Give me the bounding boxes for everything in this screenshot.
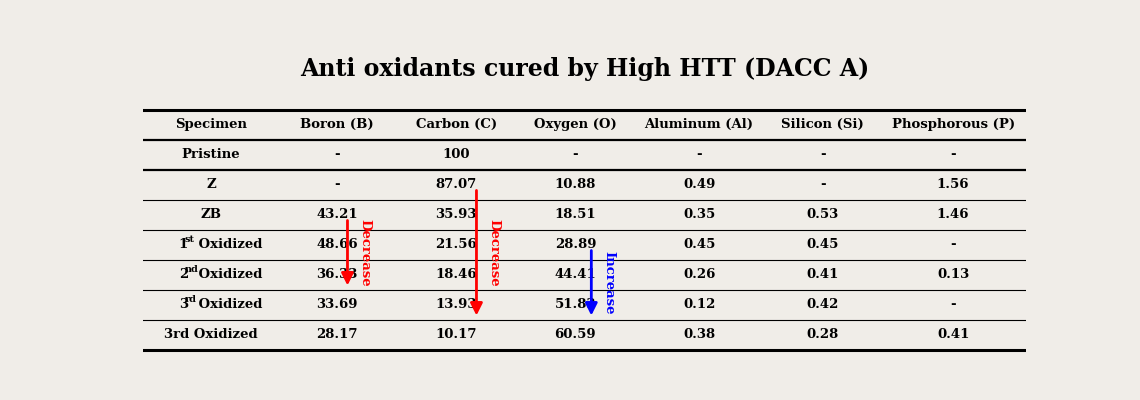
Text: 43.21: 43.21 <box>316 208 358 221</box>
Text: -: - <box>951 298 956 311</box>
Text: 1.56: 1.56 <box>937 178 969 191</box>
Text: 51.83: 51.83 <box>555 298 596 311</box>
Text: Decrease: Decrease <box>487 219 500 287</box>
Text: Specimen: Specimen <box>174 118 247 131</box>
Text: Oxidized: Oxidized <box>194 238 262 251</box>
Text: Phosphorous (P): Phosphorous (P) <box>891 118 1015 131</box>
Text: Silicon (Si): Silicon (Si) <box>781 118 864 131</box>
Text: 0.35: 0.35 <box>683 208 715 221</box>
Text: 0.49: 0.49 <box>683 178 715 191</box>
Text: -: - <box>572 148 578 161</box>
Text: 0.26: 0.26 <box>683 268 715 281</box>
Text: -: - <box>697 148 702 161</box>
Text: Oxidized: Oxidized <box>194 268 262 281</box>
Text: 28.89: 28.89 <box>555 238 596 251</box>
Text: 44.41: 44.41 <box>554 268 596 281</box>
Text: 1.46: 1.46 <box>937 208 969 221</box>
Text: 2: 2 <box>179 268 188 281</box>
Text: Z: Z <box>206 178 215 191</box>
Text: 33.69: 33.69 <box>316 298 358 311</box>
Text: 0.45: 0.45 <box>807 238 839 251</box>
Text: Increase: Increase <box>602 251 614 315</box>
Text: 10.17: 10.17 <box>435 328 477 341</box>
Text: 87.07: 87.07 <box>435 178 477 191</box>
Text: 10.88: 10.88 <box>555 178 596 191</box>
Text: 28.17: 28.17 <box>316 328 358 341</box>
Text: 36.33: 36.33 <box>316 268 358 281</box>
Text: 0.28: 0.28 <box>807 328 839 341</box>
Text: 0.42: 0.42 <box>807 298 839 311</box>
Text: 0.38: 0.38 <box>683 328 715 341</box>
Text: 0.41: 0.41 <box>807 268 839 281</box>
Text: -: - <box>820 148 825 161</box>
Text: Oxygen (O): Oxygen (O) <box>534 118 617 131</box>
Text: Boron (B): Boron (B) <box>300 118 374 131</box>
Text: 0.53: 0.53 <box>807 208 839 221</box>
Text: 21.56: 21.56 <box>435 238 477 251</box>
Text: -: - <box>820 178 825 191</box>
Text: 48.66: 48.66 <box>316 238 358 251</box>
Text: 0.13: 0.13 <box>937 268 969 281</box>
Text: 35.93: 35.93 <box>435 208 477 221</box>
Text: 0.41: 0.41 <box>937 328 969 341</box>
Text: Aluminum (Al): Aluminum (Al) <box>644 118 754 131</box>
Text: 13.93: 13.93 <box>435 298 477 311</box>
Text: Oxidized: Oxidized <box>194 298 262 311</box>
Text: Pristine: Pristine <box>181 148 241 161</box>
Text: 3: 3 <box>179 298 188 311</box>
Text: 18.46: 18.46 <box>435 268 477 281</box>
Text: -: - <box>334 178 340 191</box>
Text: Anti oxidants cured by High HTT (DACC A): Anti oxidants cured by High HTT (DACC A) <box>300 57 869 81</box>
Text: 0.45: 0.45 <box>683 238 715 251</box>
Text: nd: nd <box>185 265 200 274</box>
Text: 60.59: 60.59 <box>554 328 596 341</box>
Text: -: - <box>951 238 956 251</box>
Text: rd: rd <box>185 295 197 304</box>
Text: -: - <box>951 148 956 161</box>
Text: Decrease: Decrease <box>358 219 372 287</box>
Text: 18.51: 18.51 <box>554 208 596 221</box>
Text: 3rd Oxidized: 3rd Oxidized <box>164 328 258 341</box>
Text: ZB: ZB <box>201 208 221 221</box>
Text: Carbon (C): Carbon (C) <box>416 118 497 131</box>
Text: 0.12: 0.12 <box>683 298 715 311</box>
Text: 1: 1 <box>179 238 188 251</box>
Text: -: - <box>334 148 340 161</box>
Text: st: st <box>185 235 195 244</box>
Text: 100: 100 <box>442 148 470 161</box>
